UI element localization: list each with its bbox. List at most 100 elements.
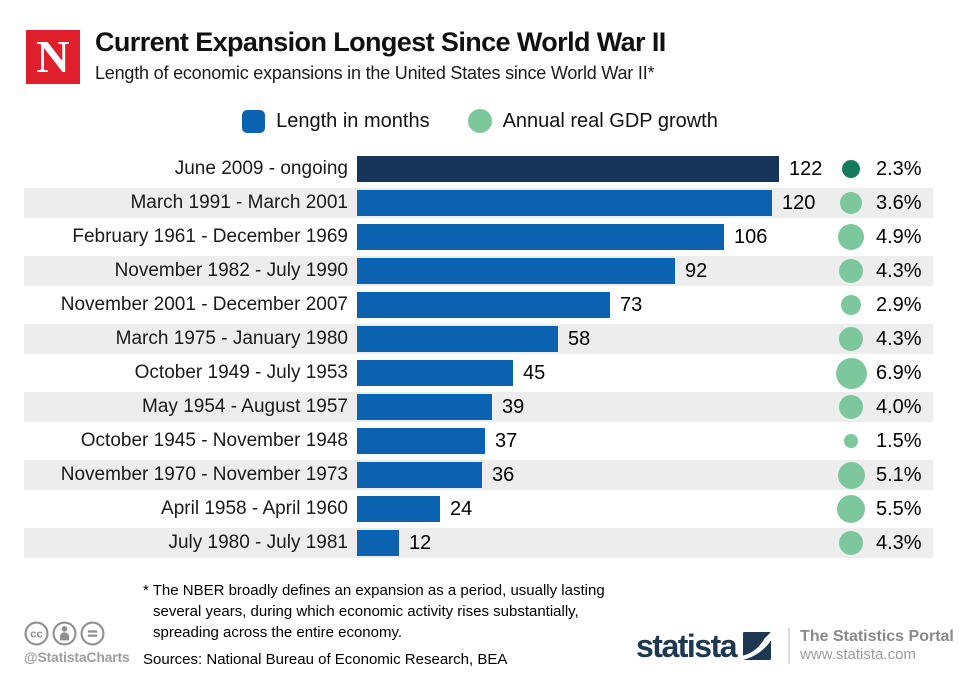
months-value: 36 — [492, 464, 515, 486]
gdp-value: 4.3% — [876, 260, 922, 282]
gdp-circle-icon — [837, 495, 865, 523]
subtitle: Length of economic expansions in the Uni… — [95, 63, 655, 83]
months-value: 12 — [409, 532, 432, 554]
newsweek-logo-letter: N — [36, 31, 70, 82]
portal-title: The Statistics Portal — [800, 628, 954, 645]
chart-row: July 1980 - July 1981 12 4.3% — [24, 528, 933, 558]
gdp-circle-icon — [839, 531, 863, 555]
months-value: 39 — [502, 396, 525, 418]
months-value: 73 — [620, 294, 643, 316]
period-label: April 1958 - April 1960 — [161, 498, 348, 519]
months-value: 106 — [734, 226, 768, 248]
period-label: November 1970 - November 1973 — [60, 464, 348, 485]
portal-text: The Statistics Portal www.statista.com — [800, 627, 954, 664]
months-bar — [357, 326, 558, 352]
chart-row: March 1975 - January 1980 58 4.3% — [24, 324, 933, 354]
period-label: February 1961 - December 1969 — [72, 226, 348, 247]
statista-brand: statista The Statistics Portal www.stati… — [636, 627, 954, 664]
gdp-circle-icon — [842, 160, 860, 178]
period-label: November 2001 - December 2007 — [60, 294, 348, 315]
chart-row: April 1958 - April 1960 24 5.5% — [24, 494, 933, 524]
statista-charts-handle: @StatistaCharts — [24, 649, 130, 665]
brand-divider — [788, 627, 791, 664]
chart-row: October 1949 - July 1953 45 6.9% — [24, 357, 933, 389]
months-value: 37 — [495, 430, 518, 452]
gdp-value: 5.5% — [876, 498, 922, 520]
months-bar — [357, 190, 772, 216]
months-value: 120 — [782, 192, 816, 214]
months-value: 45 — [523, 362, 546, 384]
months-value: 92 — [685, 260, 708, 282]
months-value: 122 — [789, 158, 823, 180]
period-label: October 1945 - November 1948 — [80, 430, 348, 451]
gdp-value: 2.9% — [876, 294, 922, 316]
cc-icons: cc — [24, 621, 144, 646]
cc-by-person-icon — [52, 621, 77, 646]
gdp-circle-icon — [844, 434, 858, 448]
statista-wordmark: statista — [636, 627, 738, 664]
footnote: * The NBER broadly defines an expansion … — [143, 582, 605, 641]
period-label: November 1982 - July 1990 — [114, 260, 348, 281]
gdp-circle-icon — [839, 259, 863, 283]
chart-row: November 1982 - July 1990 92 4.3% — [24, 256, 933, 286]
months-value: 24 — [450, 498, 473, 520]
period-label: June 2009 - ongoing — [174, 158, 348, 179]
chart-row: November 2001 - December 2007 73 2.9% — [24, 290, 933, 320]
statista-logo-icon — [743, 631, 772, 660]
gdp-circle-icon — [838, 224, 864, 250]
gdp-value: 4.3% — [876, 328, 922, 350]
gdp-swatch-icon — [467, 109, 492, 133]
cc-nd-equals-icon — [80, 621, 105, 646]
chart-row: October 1945 - November 1948 37 1.5% — [24, 426, 933, 456]
months-value: 58 — [568, 328, 591, 350]
gdp-circle-icon — [839, 327, 863, 351]
gdp-value: 4.9% — [876, 226, 922, 248]
months-bar — [357, 462, 482, 488]
cc-icon: cc — [24, 621, 49, 646]
period-label: March 1991 - March 2001 — [130, 192, 348, 213]
gdp-value: 1.5% — [876, 430, 922, 452]
chart-row: March 1991 - March 2001 120 3.6% — [24, 188, 933, 218]
portal-url: www.statista.com — [800, 646, 916, 664]
bar-chart: June 2009 - ongoing 122 2.3% March 1991 … — [24, 154, 933, 562]
page-title: Current Expansion Longest Since World Wa… — [95, 27, 666, 57]
gdp-value: 6.9% — [876, 362, 922, 384]
chart-row: June 2009 - ongoing 122 2.3% — [24, 154, 933, 184]
gdp-value: 5.1% — [876, 464, 922, 486]
months-bar — [357, 156, 779, 182]
svg-text:cc: cc — [30, 629, 43, 641]
legend-months-label: Length in months — [276, 109, 430, 132]
period-label: July 1980 - July 1981 — [168, 532, 348, 553]
gdp-circle-icon — [835, 357, 867, 389]
legend-gdp-label: Annual real GDP growth — [502, 109, 718, 132]
months-bar — [357, 224, 724, 250]
chart-row: February 1961 - December 1969 106 4.9% — [24, 222, 933, 252]
gdp-value: 4.0% — [876, 396, 922, 418]
chart-row: November 1970 - November 1973 36 5.1% — [24, 460, 933, 490]
sources: Sources: National Bureau of Economic Res… — [143, 651, 508, 668]
gdp-value: 4.3% — [876, 532, 922, 554]
gdp-value: 2.3% — [876, 158, 922, 180]
legend: Length in months Annual real GDP growth — [0, 109, 960, 133]
months-bar — [357, 428, 485, 454]
chart-row: May 1954 - August 1957 39 4.0% — [24, 392, 933, 422]
period-label: May 1954 - August 1957 — [142, 396, 348, 417]
gdp-circle-icon — [837, 461, 865, 489]
months-bar — [357, 292, 610, 318]
newsweek-logo: N — [26, 30, 80, 84]
legend-item-gdp: Annual real GDP growth — [467, 109, 718, 133]
gdp-circle-icon — [841, 295, 861, 315]
period-label: October 1949 - July 1953 — [134, 362, 348, 383]
gdp-circle-icon — [839, 395, 863, 419]
cc-license-block: cc @StatistaCharts — [24, 621, 144, 665]
gdp-value: 3.6% — [876, 192, 922, 214]
months-bar — [357, 496, 440, 522]
months-bar — [357, 394, 492, 420]
gdp-circle-icon — [840, 192, 862, 214]
period-label: March 1975 - January 1980 — [115, 328, 348, 349]
legend-item-months: Length in months — [242, 109, 430, 133]
months-bar — [357, 530, 399, 556]
months-swatch-icon — [242, 109, 266, 133]
months-bar — [357, 258, 675, 284]
months-bar — [357, 360, 513, 386]
